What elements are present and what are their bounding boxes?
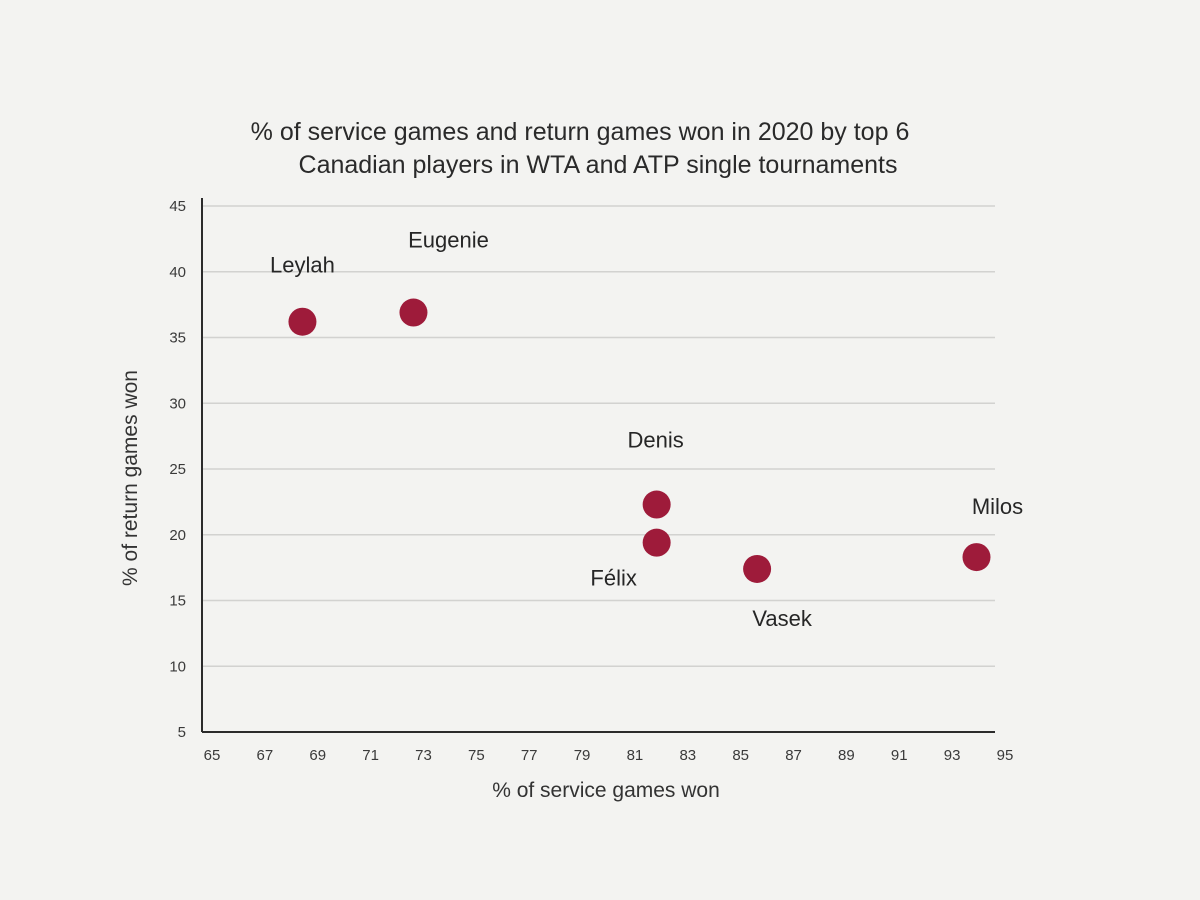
x-tick-label: 71 xyxy=(362,747,379,764)
x-tick-label: 81 xyxy=(627,747,644,764)
data-point xyxy=(962,543,991,572)
point-label: Eugenie xyxy=(408,228,489,253)
y-tick-label: 25 xyxy=(169,461,186,478)
y-tick-label: 15 xyxy=(169,593,186,610)
point-label: Vasek xyxy=(752,606,813,631)
data-point xyxy=(642,528,671,557)
y-tick-label: 40 xyxy=(169,264,186,281)
y-tick-label: 45 xyxy=(169,198,186,215)
y-tick-label: 20 xyxy=(169,527,186,544)
y-axis-label: % of return games won xyxy=(119,370,142,586)
x-tick-label: 77 xyxy=(521,747,538,764)
axes xyxy=(201,198,995,733)
x-tick-label: 89 xyxy=(838,747,855,764)
y-tick-labels: 5 10 15 20 25 30 35 40 45 xyxy=(169,198,186,741)
point-label: Denis xyxy=(628,428,684,453)
x-tick-label: 91 xyxy=(891,747,908,764)
x-tick-label: 85 xyxy=(732,747,749,764)
x-tick-label: 95 xyxy=(997,747,1014,764)
chart-title-line-1: % of service games and return games won … xyxy=(251,118,910,146)
point-label: Milos xyxy=(972,494,1023,519)
x-tick-label: 93 xyxy=(944,747,961,764)
x-tick-label: 83 xyxy=(679,747,696,764)
y-tick-label: 5 xyxy=(178,724,186,741)
x-tick-label: 75 xyxy=(468,747,485,764)
point-label: Félix xyxy=(590,566,636,591)
x-axis-label: % of service games won xyxy=(492,779,720,802)
data-point xyxy=(399,298,428,327)
point-label: Leylah xyxy=(270,253,335,278)
x-tick-labels: 65 67 69 71 73 75 77 79 81 83 85 87 89 91 93 95 xyxy=(204,747,1014,764)
gridlines xyxy=(202,205,995,667)
y-tick-label: 10 xyxy=(169,658,186,675)
x-tick-label: 87 xyxy=(785,747,802,764)
data-points xyxy=(288,298,991,583)
chart-title-line-2: Canadian players in WTA and ATP single t… xyxy=(299,151,898,179)
x-tick-label: 69 xyxy=(309,747,326,764)
x-tick-label: 65 xyxy=(204,747,221,764)
data-point xyxy=(642,490,671,519)
data-point xyxy=(288,307,317,336)
y-tick-label: 35 xyxy=(169,330,186,347)
x-tick-label: 73 xyxy=(415,747,432,764)
point-labels: Leylah Eugenie Denis Félix Vasek Milos xyxy=(270,228,1023,631)
x-tick-label: 67 xyxy=(257,747,274,764)
y-tick-label: 30 xyxy=(169,395,186,412)
data-point xyxy=(743,554,772,583)
x-tick-label: 79 xyxy=(574,747,591,764)
